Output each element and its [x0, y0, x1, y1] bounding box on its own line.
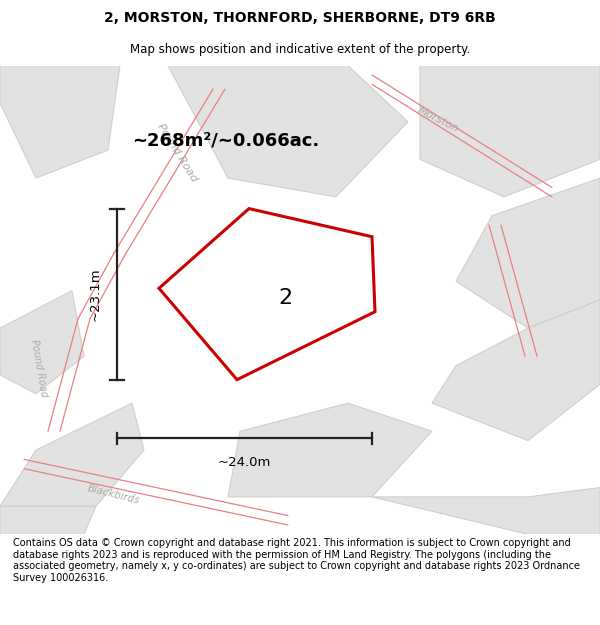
- Text: ~23.1m: ~23.1m: [89, 268, 102, 321]
- Text: Blackbirds: Blackbirds: [86, 483, 142, 506]
- Polygon shape: [432, 300, 600, 441]
- Text: Map shows position and indicative extent of the property.: Map shows position and indicative extent…: [130, 42, 470, 56]
- Polygon shape: [0, 506, 96, 534]
- Polygon shape: [372, 488, 600, 534]
- Polygon shape: [0, 403, 144, 506]
- Text: Pound Road: Pound Road: [29, 338, 49, 398]
- Polygon shape: [168, 66, 408, 197]
- Polygon shape: [0, 66, 120, 178]
- Polygon shape: [159, 209, 375, 379]
- Text: 2, MORSTON, THORNFORD, SHERBORNE, DT9 6RB: 2, MORSTON, THORNFORD, SHERBORNE, DT9 6R…: [104, 11, 496, 26]
- Polygon shape: [0, 291, 84, 394]
- Text: 2: 2: [278, 288, 292, 308]
- Text: Contains OS data © Crown copyright and database right 2021. This information is : Contains OS data © Crown copyright and d…: [13, 538, 580, 582]
- Polygon shape: [420, 66, 600, 197]
- Text: Morston: Morston: [416, 105, 460, 134]
- Polygon shape: [228, 403, 432, 497]
- Text: ~268m²/~0.066ac.: ~268m²/~0.066ac.: [132, 132, 319, 149]
- Polygon shape: [456, 178, 600, 328]
- Text: ~24.0m: ~24.0m: [218, 456, 271, 469]
- Text: Pound Road: Pound Road: [155, 121, 199, 183]
